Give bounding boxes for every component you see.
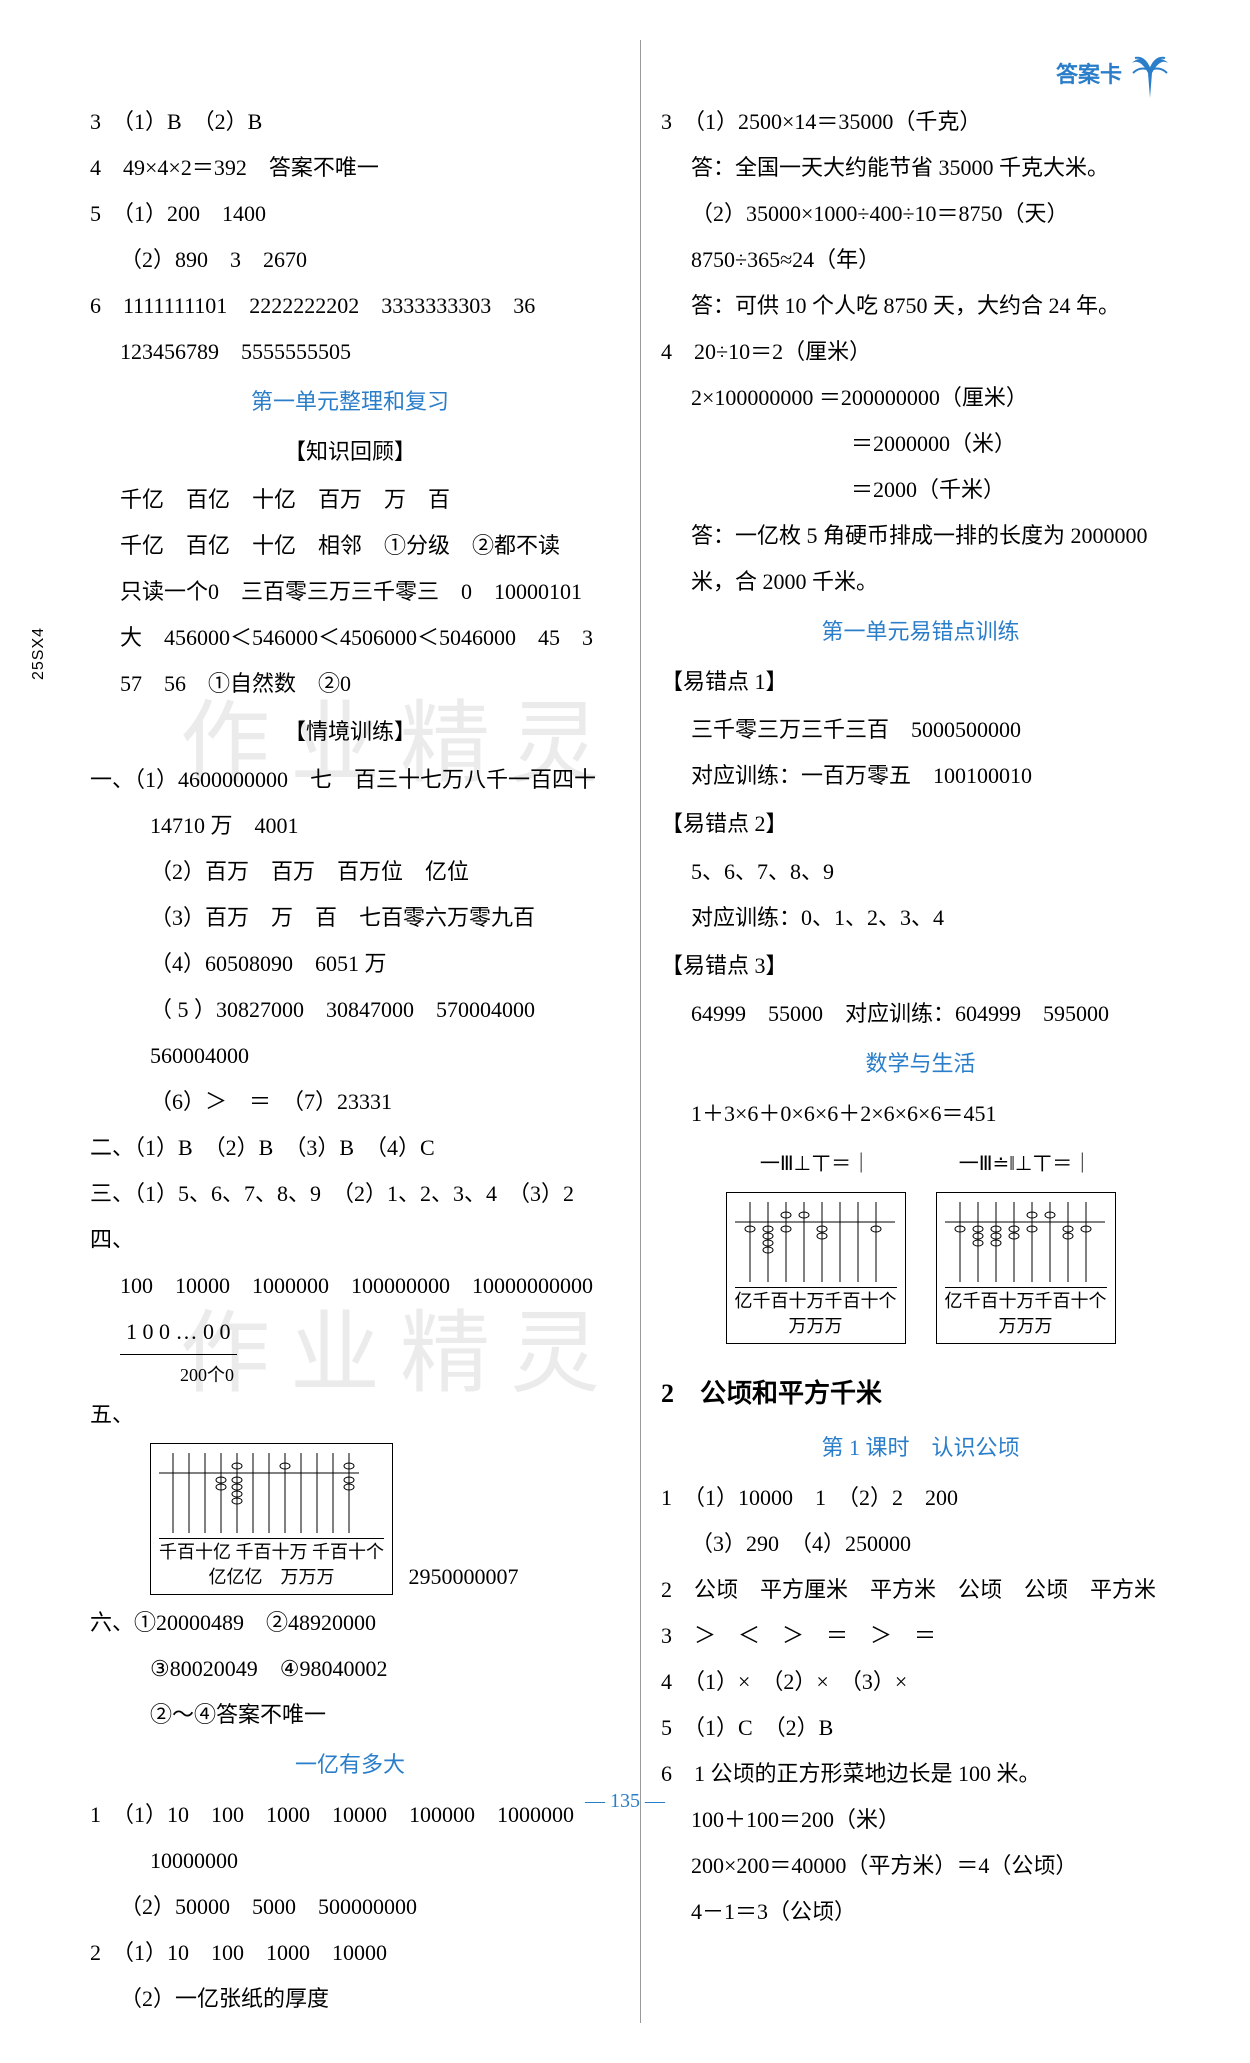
text-line: 2 公顷 平方厘米 平方米 公顷 公顷 平方米	[661, 1568, 1180, 1612]
text-line: 5、6、7、8、9	[661, 850, 1180, 894]
text-line: 6 1111111101 2222222202 3333333303 36	[90, 284, 610, 328]
text-line: 米，合 2000 千米。	[661, 560, 1180, 604]
abacus-value: 2950000007	[409, 1564, 519, 1589]
text-line: 5 （1）C （2）B	[661, 1706, 1180, 1750]
abacus-diagram: 亿千百十万千百十个 万万万	[726, 1192, 906, 1344]
page-number: — 135 —	[0, 1790, 1250, 1813]
abacus-places-label: 亿千百十万千百十个	[735, 1287, 897, 1313]
text-line: 3 ＞ ＜ ＞ ＝ ＞ ＝	[661, 1614, 1180, 1658]
text-line: 大 456000＜546000＜4506000＜5046000 45 3	[90, 616, 610, 660]
chapter-title: 2 公顷和平方千米	[661, 1368, 1180, 1420]
text-line: 二、（1）B （2）B （3）B （4）C	[90, 1126, 610, 1170]
sub-heading: 【情境训练】	[90, 710, 610, 754]
text-line: 3 （1）2500×14＝35000（千克）	[661, 100, 1180, 144]
abacus-units-label: 亿亿亿 万万万	[159, 1564, 384, 1589]
underlined-number: 1 0 0 … 0 0	[120, 1310, 237, 1355]
abacus-diagram: 亿千百十万千百十个 万万万	[936, 1192, 1116, 1344]
abacus-code-label: 一Ⅲ≐‖⊥ㄒ＝｜	[936, 1144, 1116, 1184]
text-line: 5 （1）200 1400	[90, 192, 610, 236]
abacus-icon	[945, 1197, 1105, 1287]
text-line: 对应训练：一百万零五 100100010	[661, 754, 1180, 798]
text-line: 123456789 5555555505	[90, 330, 610, 374]
text-line: 64999 55000 对应训练：604999 595000	[661, 992, 1180, 1036]
text-line: 560004000	[90, 1034, 610, 1078]
text-line: ③80020049 ④98040002	[90, 1647, 610, 1691]
text-line: 4－1＝3（公顷）	[661, 1890, 1180, 1934]
abacus-block-2: 一Ⅲ≐‖⊥ㄒ＝｜	[936, 1144, 1116, 1348]
text-line: ②～④答案不唯一	[90, 1693, 610, 1737]
text-line: 答：一亿枚 5 角硬币排成一排的长度为 2000000	[661, 514, 1180, 558]
text-line: 10000000	[90, 1839, 610, 1883]
text-line: 四、	[90, 1218, 610, 1262]
abacus-units-label: 万万万	[945, 1313, 1107, 1338]
text-line: 8750÷365≈24（年）	[661, 238, 1180, 282]
text-line: 100 10000 1000000 100000000 10000000000	[90, 1264, 610, 1308]
text-line: 200×200＝40000（平方米）＝4（公顷）	[661, 1844, 1180, 1888]
abacus-places-label: 千百十亿 千百十万 千百十个	[159, 1538, 384, 1564]
error-point-heading: 【易错点 3】	[661, 944, 1180, 988]
lesson-heading: 第 1 课时 认识公顷	[661, 1426, 1180, 1470]
section-heading: 数学与生活	[661, 1042, 1180, 1086]
text-line: 一、（1）4600000000 七 百三十七万八千一百四十	[90, 758, 610, 802]
text-line: （3）290 （4）250000	[661, 1522, 1180, 1566]
abacus-places-label: 亿千百十万千百十个	[945, 1287, 1107, 1313]
page-content: 3 （1）B （2）B 4 49×4×2＝392 答案不唯一 5 （1）200 …	[0, 0, 1250, 2063]
section-heading: 一亿有多大	[90, 1743, 610, 1787]
abacus-row: 千百十亿 千百十万 千百十个 亿亿亿 万万万 2950000007	[90, 1439, 610, 1599]
abacus-units-label: 万万万	[735, 1313, 897, 1338]
abacus-block-1: 一Ⅲ⊥ㄒ＝｜	[726, 1144, 906, 1348]
text-line: 3 （1）B （2）B	[90, 100, 610, 144]
brace-label: 200个0	[90, 1357, 610, 1393]
text-line: （2）50000 5000 500000000	[90, 1885, 610, 1929]
text-line: （2）890 3 2670	[90, 238, 610, 282]
text-line: 六、①20000489 ②48920000	[90, 1601, 610, 1645]
abacus-pair: 一Ⅲ⊥ㄒ＝｜	[661, 1144, 1180, 1348]
abacus-diagram: 千百十亿 千百十万 千百十个 亿亿亿 万万万	[150, 1443, 393, 1595]
section-heading: 第一单元整理和复习	[90, 380, 610, 424]
text-line: 对应训练：0、1、2、3、4	[661, 896, 1180, 940]
left-column: 3 （1）B （2）B 4 49×4×2＝392 答案不唯一 5 （1）200 …	[90, 40, 630, 2023]
text-line: 答：可供 10 个人吃 8750 天，大约合 24 年。	[661, 284, 1180, 328]
section-heading: 第一单元易错点训练	[661, 610, 1180, 654]
text-line: 57 56 ①自然数 ②0	[90, 662, 610, 706]
text-line: （2）百万 百万 百万位 亿位	[90, 850, 610, 894]
text-line: 14710 万 4001	[90, 804, 610, 848]
text-line: （2）一亿张纸的厚度	[90, 1977, 610, 2021]
text-line: （6）＞ ＝ （7）23331	[90, 1080, 610, 1124]
text-line: 答：全国一天大约能节省 35000 千克大米。	[661, 146, 1180, 190]
text-line: 三千零三万三千三百 5000500000	[661, 708, 1180, 752]
text-line: 2×100000000 ＝200000000（厘米）	[661, 376, 1180, 420]
text-line: 4 （1）× （2）× （3）×	[661, 1660, 1180, 1704]
text-line: 五、	[90, 1393, 610, 1437]
text-line: 千亿 百亿 十亿 相邻 ①分级 ②都不读	[90, 524, 610, 568]
right-column: 3 （1）2500×14＝35000（千克） 答：全国一天大约能节省 35000…	[640, 40, 1180, 2023]
text-line: （3）百万 万 百 七百零六万零九百	[90, 896, 610, 940]
text-line: 2 （1）10 100 1000 10000	[90, 1931, 610, 1975]
sub-heading: 【知识回顾】	[90, 430, 610, 474]
text-line: 千亿 百亿 十亿 百万 万 百	[90, 478, 610, 522]
text-line: （2）35000×1000÷400÷10＝8750（天）	[661, 192, 1180, 236]
error-point-heading: 【易错点 2】	[661, 802, 1180, 846]
error-point-heading: 【易错点 1】	[661, 660, 1180, 704]
text-line: （4）60508090 6051 万	[90, 942, 610, 986]
abacus-icon	[735, 1197, 895, 1287]
abacus-code-label: 一Ⅲ⊥ㄒ＝｜	[726, 1144, 906, 1184]
text-line: （ 5 ）30827000 30847000 570004000	[90, 988, 610, 1032]
text-line: ＝2000（千米）	[661, 468, 1180, 512]
text-line: 1 （1）10000 1 （2）2 200	[661, 1476, 1180, 1520]
text-line: 1 0 0 … 0 0	[90, 1310, 610, 1355]
text-line: ＝2000000（米）	[661, 422, 1180, 466]
text-line: 三、（1）5、6、7、8、9 （2）1、2、3、4 （3）2	[90, 1172, 610, 1216]
text-line: 1＋3×6＋0×6×6＋2×6×6×6＝451	[661, 1092, 1180, 1136]
abacus-icon	[159, 1448, 359, 1538]
text-line: 只读一个0 三百零三万三千零三 0 10000101	[90, 570, 610, 614]
text-line: 4 20÷10＝2（厘米）	[661, 330, 1180, 374]
text-line: 4 49×4×2＝392 答案不唯一	[90, 146, 610, 190]
